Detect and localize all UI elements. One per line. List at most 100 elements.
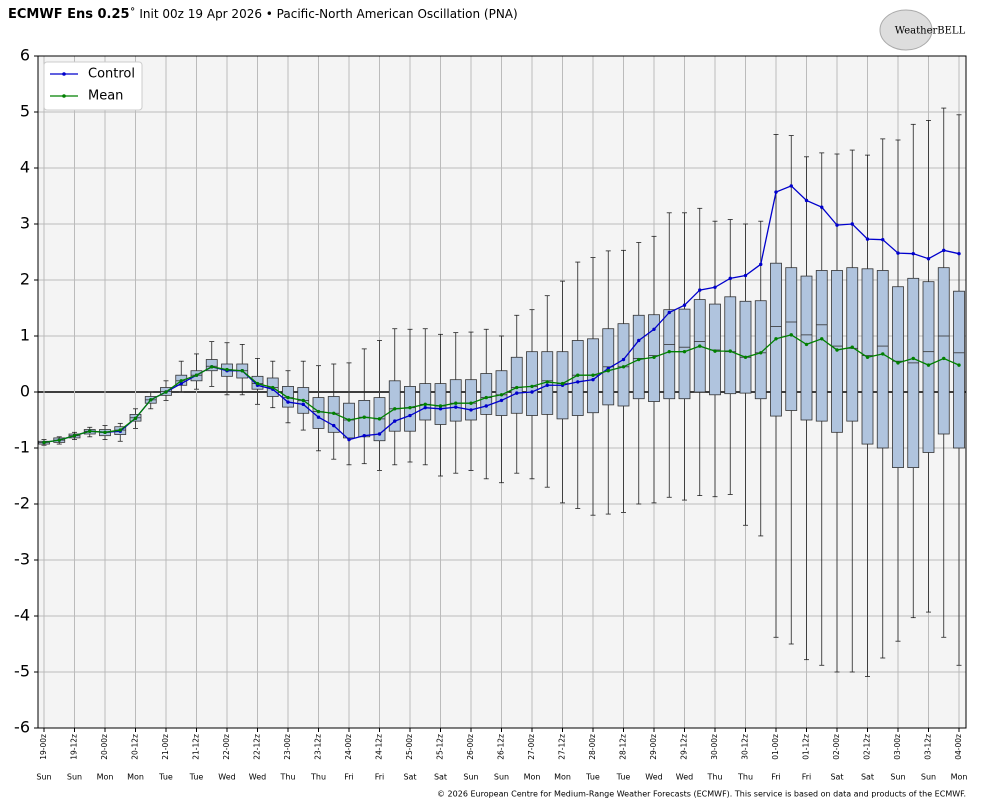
series-point (423, 405, 427, 410)
series-point (743, 273, 748, 278)
series-point (835, 348, 839, 352)
series-point (576, 373, 580, 377)
x-tick-label: 29-00z (649, 734, 658, 760)
day-label: Mon (554, 773, 571, 782)
x-tick-label: 04-00z (954, 734, 963, 760)
box (449, 379, 462, 422)
series-point (255, 381, 260, 386)
series-point (194, 373, 199, 377)
day-label: Sun (494, 773, 509, 782)
series-point (942, 356, 946, 361)
series-point (530, 390, 534, 394)
box (846, 267, 859, 422)
series-point (210, 365, 214, 369)
series-point (286, 400, 290, 404)
day-label: Tue (616, 773, 631, 782)
x-tick-label: 29-12z (680, 734, 689, 760)
series-point (759, 262, 763, 267)
y-tick-label: -2 (14, 494, 30, 513)
x-tick-label: 22-00z (222, 734, 231, 760)
y-tick-label: 1 (20, 326, 30, 345)
day-label: Mon (524, 773, 541, 782)
series-point (332, 423, 336, 428)
box (480, 373, 493, 415)
footer: © 2026 European Centre for Medium-Range … (437, 790, 966, 799)
x-tick-label: 20-00z (100, 734, 109, 760)
series-point (728, 276, 732, 281)
series-point (332, 411, 336, 415)
x-tick-label: 19-12z (70, 734, 79, 760)
series-point (149, 398, 153, 402)
series-point (881, 352, 885, 356)
x-tick-label: 28-00z (588, 734, 597, 760)
day-label: Tue (189, 773, 204, 782)
series-point (545, 383, 549, 387)
series-point (240, 369, 244, 373)
series-point (652, 327, 656, 331)
series-point (42, 440, 46, 445)
series-point (835, 223, 839, 227)
day-label: Sun (921, 773, 936, 782)
series-point (88, 429, 92, 433)
series-point (926, 363, 931, 367)
series-point (957, 363, 961, 367)
box (632, 314, 645, 400)
series-point (347, 418, 351, 422)
series-point (774, 337, 778, 341)
series-point (621, 357, 626, 362)
x-tick-label: 25-00z (405, 734, 414, 760)
series-point (637, 357, 641, 362)
series-point (362, 415, 366, 419)
title-rest: ˚ Init 00z 19 Apr 2026 • Pacific-North A… (130, 6, 518, 21)
x-tick-label: 25-12z (436, 734, 445, 760)
series-point (637, 338, 641, 343)
day-label: Thu (706, 773, 722, 782)
y-tick-label: -3 (14, 550, 30, 569)
x-tick-label: 26-00z (466, 734, 475, 760)
day-label: Mon (97, 773, 114, 782)
series-point (911, 356, 915, 361)
series-point (911, 251, 915, 256)
day-label: Fri (375, 773, 385, 782)
series-point (682, 349, 687, 354)
series-point (72, 433, 77, 438)
series-point (652, 355, 656, 359)
series-point (698, 288, 702, 292)
series-point (789, 184, 793, 188)
box (510, 356, 523, 414)
series-point (438, 407, 443, 411)
series-point (682, 303, 687, 307)
box (739, 300, 752, 394)
series-point (942, 248, 946, 253)
y-tick-label: 3 (20, 214, 30, 233)
day-label: Sat (434, 773, 447, 782)
x-tick-label: 24-00z (344, 734, 353, 760)
box (892, 286, 904, 469)
series-point (393, 419, 397, 423)
x-tick-label: 30-12z (741, 734, 750, 760)
x-tick-label: 03-00z (893, 734, 902, 760)
series-point (133, 416, 138, 421)
day-label: Sat (861, 773, 874, 782)
series-point (377, 417, 382, 421)
series-point (789, 333, 793, 337)
y-tick-label: -4 (14, 606, 30, 625)
y-tick-label: 4 (20, 158, 30, 177)
series-point (576, 380, 580, 384)
series-point (926, 257, 931, 261)
y-tick-label: 0 (20, 382, 30, 401)
x-tick-label: 24-12z (375, 734, 384, 760)
series-point (484, 404, 488, 408)
series-point (591, 377, 595, 382)
series-point (667, 310, 671, 315)
legend: Control Mean (43, 61, 143, 111)
x-tick-label: 21-12z (192, 734, 201, 760)
series-point (713, 285, 717, 289)
day-label: Fri (771, 773, 781, 782)
series-point (454, 405, 458, 409)
series-point (713, 349, 717, 353)
day-label: Wed (218, 773, 235, 782)
day-label: Sat (830, 773, 843, 782)
series-point (774, 190, 778, 194)
series-point (301, 402, 305, 407)
